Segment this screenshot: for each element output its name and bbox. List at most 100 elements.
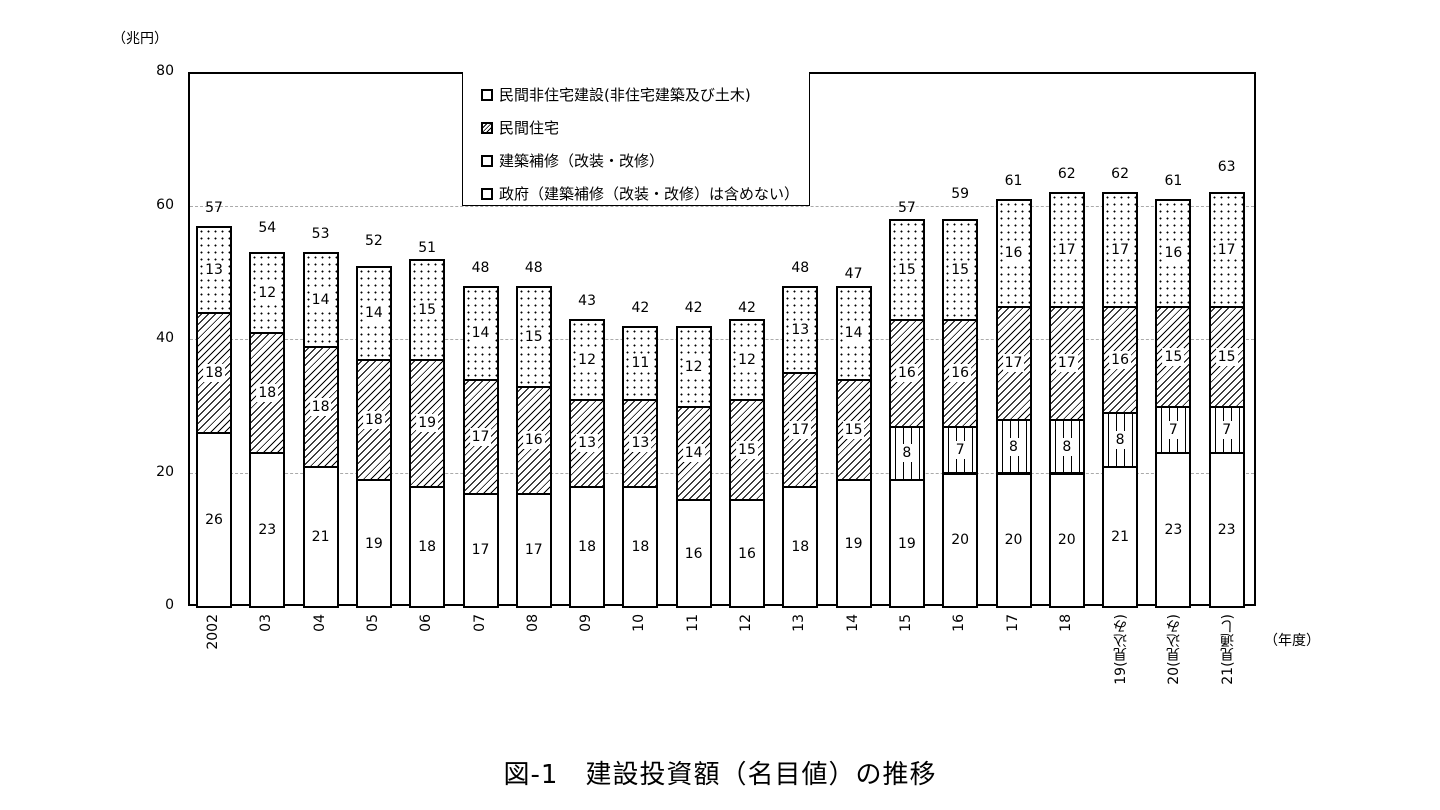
segment-government: 18: [622, 485, 659, 608]
segment-value-label: 8: [1060, 437, 1074, 456]
x-tick-label: 09: [578, 614, 595, 632]
legend-item-building-repair: 建築補修（改装・改修）: [481, 144, 809, 177]
segment-private-nonresidential: 14: [355, 265, 392, 361]
segment-value-label: 18: [789, 537, 812, 556]
segment-private-residential: 18: [355, 359, 392, 482]
segment-private-residential: 15: [1208, 305, 1245, 408]
segment-government: 20: [995, 472, 1032, 608]
bar-total-label: 62: [1057, 166, 1076, 183]
legend-label: 民間非住宅建設(非住宅建築及び土木): [499, 86, 751, 104]
segment-building-repair: 8: [888, 425, 925, 482]
segment-value-label: 15: [842, 421, 865, 440]
segment-private-nonresidential: 15: [515, 285, 552, 388]
segment-value-label: 19: [842, 534, 865, 553]
x-axis-unit: （年度）: [1264, 633, 1320, 649]
x-tick-label: 12: [738, 614, 754, 632]
segment-building-repair: 7: [1155, 405, 1192, 455]
segment-private-residential: 18: [249, 332, 286, 455]
segment-value-label: 18: [203, 364, 225, 383]
x-tick-label: 13: [791, 614, 808, 632]
segment-private-nonresidential: 12: [569, 318, 606, 402]
segment-value-label: 17: [1055, 240, 1078, 259]
segment-value-label: 23: [1162, 521, 1185, 540]
x-tick-label: 18: [1057, 614, 1074, 632]
gridline: [190, 339, 1254, 340]
segment-private-nonresidential: 13: [782, 285, 819, 375]
segment-value-label: 13: [789, 320, 812, 339]
segment-government: 17: [515, 492, 552, 608]
segment-government: 16: [675, 499, 712, 608]
segment-private-nonresidential: 17: [1048, 192, 1085, 308]
segment-private-residential: 19: [409, 359, 446, 488]
bar-total-label: 63: [1217, 159, 1236, 176]
segment-value-label: 17: [789, 421, 812, 440]
segment-value-label: 19: [895, 534, 918, 553]
segment-government: 23: [1208, 452, 1245, 608]
segment-value-label: 17: [1055, 354, 1078, 373]
blank-swatch-icon: [481, 187, 493, 200]
legend: 民間非住宅建設(非住宅建築及び土木) 民間住宅 建築補修（改装・改修） 政府（建…: [462, 72, 810, 206]
segment-private-nonresidential: 12: [729, 318, 765, 402]
y-axis-unit: （兆円）: [112, 31, 168, 47]
segment-value-label: 8: [900, 444, 914, 463]
segment-private-nonresidential: 15: [888, 218, 925, 321]
segment-private-residential: 13: [622, 399, 659, 488]
segment-private-residential: 13: [569, 399, 606, 488]
gridline: [190, 472, 1254, 474]
segment-value-label: 17: [1215, 240, 1238, 259]
segment-private-residential: 18: [302, 345, 339, 468]
segment-value-label: 16: [949, 364, 972, 383]
segment-value-label: 21: [309, 527, 332, 546]
segment-private-residential: 16: [942, 318, 979, 428]
segment-value-label: 8: [1113, 431, 1127, 450]
segment-value-label: 16: [1109, 351, 1132, 370]
segment-value-label: 17: [1002, 354, 1025, 373]
segment-value-label: 13: [576, 434, 599, 453]
x-tick-label: 2002: [205, 614, 221, 650]
segment-value-label: 14: [842, 324, 865, 343]
bar-total-label: 48: [524, 259, 543, 276]
segment-value-label: 13: [629, 434, 652, 453]
segment-building-repair: 7: [1208, 405, 1245, 455]
segment-value-label: 18: [256, 384, 279, 403]
segment-value-label: 16: [522, 431, 545, 450]
hatch-swatch-icon: [481, 121, 493, 134]
y-tick-label: 40: [156, 330, 174, 346]
segment-government: 19: [835, 479, 872, 608]
segment-value-label: 20: [1002, 531, 1025, 550]
legend-item-private-nonresidential: 民間非住宅建設(非住宅建築及び土木): [481, 78, 809, 111]
bar-total-label: 59: [951, 186, 970, 203]
bar-total-label: 53: [311, 226, 330, 243]
segment-value-label: 13: [203, 260, 225, 279]
segment-value-label: 15: [522, 327, 545, 346]
y-tick-label: 60: [156, 196, 174, 213]
segment-private-nonresidential: 14: [302, 252, 339, 348]
segment-value-label: 12: [576, 351, 599, 370]
bar-total-label: 42: [738, 299, 756, 316]
legend-item-government: 政府（建築補修（改装・改修）は含めない）: [481, 177, 809, 210]
segment-building-repair: 8: [1048, 419, 1085, 475]
segment-building-repair: 8: [995, 419, 1032, 475]
segment-private-residential: 14: [675, 405, 712, 502]
segment-private-residential: 16: [1102, 305, 1139, 415]
legend-item-private-residential: 民間住宅: [481, 111, 809, 144]
segment-government: 17: [462, 492, 499, 608]
x-tick-label: 11: [684, 614, 701, 632]
x-tick-label: 14: [844, 614, 861, 632]
bar-total-label: 62: [1111, 166, 1129, 183]
bar-total-label: 54: [258, 219, 277, 236]
segment-value-label: 21: [1109, 527, 1132, 546]
segment-value-label: 7: [953, 441, 967, 460]
segment-value-label: 15: [416, 300, 439, 319]
segment-private-residential: 17: [782, 372, 819, 488]
x-tick-label: 05: [364, 614, 381, 632]
segment-private-nonresidential: 13: [196, 225, 232, 315]
x-tick-label: 17: [1004, 614, 1021, 632]
bar-total-label: 52: [364, 232, 383, 249]
segment-government: 23: [249, 452, 286, 608]
bar-total-label: 42: [631, 299, 650, 316]
segment-private-residential: 17: [462, 379, 499, 495]
segment-private-nonresidential: 17: [1208, 192, 1245, 308]
segment-value-label: 15: [1215, 347, 1238, 366]
x-tick-label: 03: [258, 614, 275, 632]
